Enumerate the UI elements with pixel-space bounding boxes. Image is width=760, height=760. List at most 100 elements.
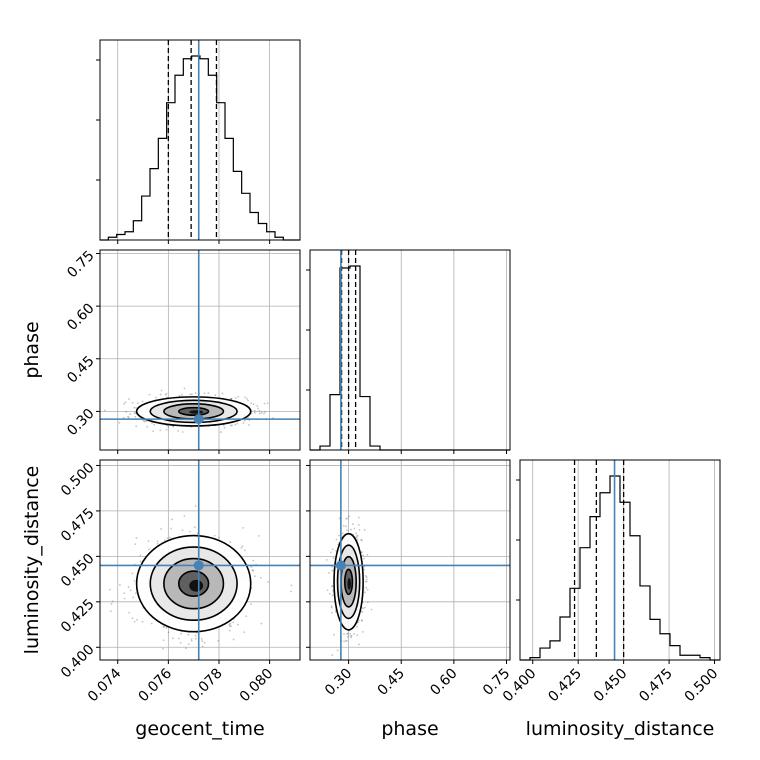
density-peak [347,578,351,590]
sample-point [135,537,138,539]
sample-point [146,425,149,428]
sample-point [349,635,352,637]
sample-point [259,576,262,579]
sample-point [134,415,137,418]
y-tick-label-luminosity_distance: 0.500 [58,460,98,500]
sample-point [365,586,368,589]
sample-point [351,523,354,525]
sample-point [256,407,259,410]
y-tick-label-luminosity_distance: 0.450 [58,551,98,591]
sample-point [356,539,359,541]
sample-point [128,611,131,614]
sample-point [230,398,233,400]
sample-point [181,431,184,433]
y-tick-label-luminosity_distance: 0.475 [58,505,98,545]
sample-point [364,575,367,577]
sample-point [219,431,222,433]
sample-point [242,422,245,424]
sample-point [344,639,347,642]
sample-point [345,517,348,520]
sample-point [129,413,132,415]
sample-point [125,410,128,413]
sample-point [350,634,353,637]
sample-point [341,532,344,535]
sample-point [160,528,163,530]
y-tick-label-phase: 0.60 [64,300,97,333]
sample-point [365,578,368,581]
sample-point [365,576,368,579]
sample-point [346,517,349,520]
sample-point [263,412,265,415]
sample-point [362,554,365,557]
sample-point [366,554,369,556]
sample-point [194,392,197,394]
sample-point [346,529,348,532]
y-tick-label-luminosity_distance: 0.425 [58,596,98,636]
y-tick-label-phase: 0.30 [64,406,97,439]
sample-point [200,638,203,640]
sample-point [110,602,113,605]
sample-point [248,423,250,426]
sample-point [159,393,162,396]
sample-point [172,425,175,428]
sample-point [252,403,255,406]
sample-point [230,398,233,400]
sample-point [165,627,168,629]
sample-point [141,620,144,623]
sample-point [357,643,360,646]
sample-point [188,530,191,533]
sample-point [171,518,174,521]
sample-point [250,603,253,606]
sample-point [108,588,111,591]
sample-point [328,571,331,574]
sample-point [162,639,165,642]
sample-point [165,428,168,431]
sample-point [290,590,292,593]
sample-point [237,395,240,398]
sample-point [363,557,365,560]
sample-point [214,394,217,397]
sample-point [256,404,259,407]
sample-point [147,540,150,543]
sample-point [111,600,114,603]
sample-point [141,400,144,403]
sample-point [345,640,348,642]
sample-point [363,568,365,571]
sample-point [254,411,256,414]
sample-point [252,569,255,572]
sample-point [333,633,335,636]
sample-point [361,551,363,554]
sample-point [147,548,150,551]
sample-point [136,618,138,621]
sample-point [131,401,134,404]
sample-point [201,645,204,648]
sample-point [189,393,192,396]
sample-point [133,406,136,409]
sample-point [162,625,165,628]
y-tick-label-luminosity_distance: 0.400 [58,642,98,682]
sample-point [364,591,366,594]
sample-point [343,640,345,643]
sample-point [127,416,130,419]
x-tick-label-phase: 0.30 [322,666,355,699]
truth-marker [193,560,204,571]
sample-point [243,549,246,552]
sample-point [348,515,350,518]
sample-point [358,528,361,531]
sample-point [229,622,232,625]
sample-point [154,396,157,399]
density-peak [189,410,204,414]
sample-point [129,589,132,592]
sample-point [246,397,248,400]
sample-point [137,402,139,405]
sample-point [134,592,137,595]
sample-point [160,389,163,392]
histogram-luminosity_distance [520,475,720,661]
sample-point [328,592,331,595]
sample-point [344,525,347,528]
sample-point [361,619,363,622]
sample-point [362,607,365,610]
sample-point [124,401,127,404]
sample-point [172,637,174,640]
sample-point [118,584,121,586]
